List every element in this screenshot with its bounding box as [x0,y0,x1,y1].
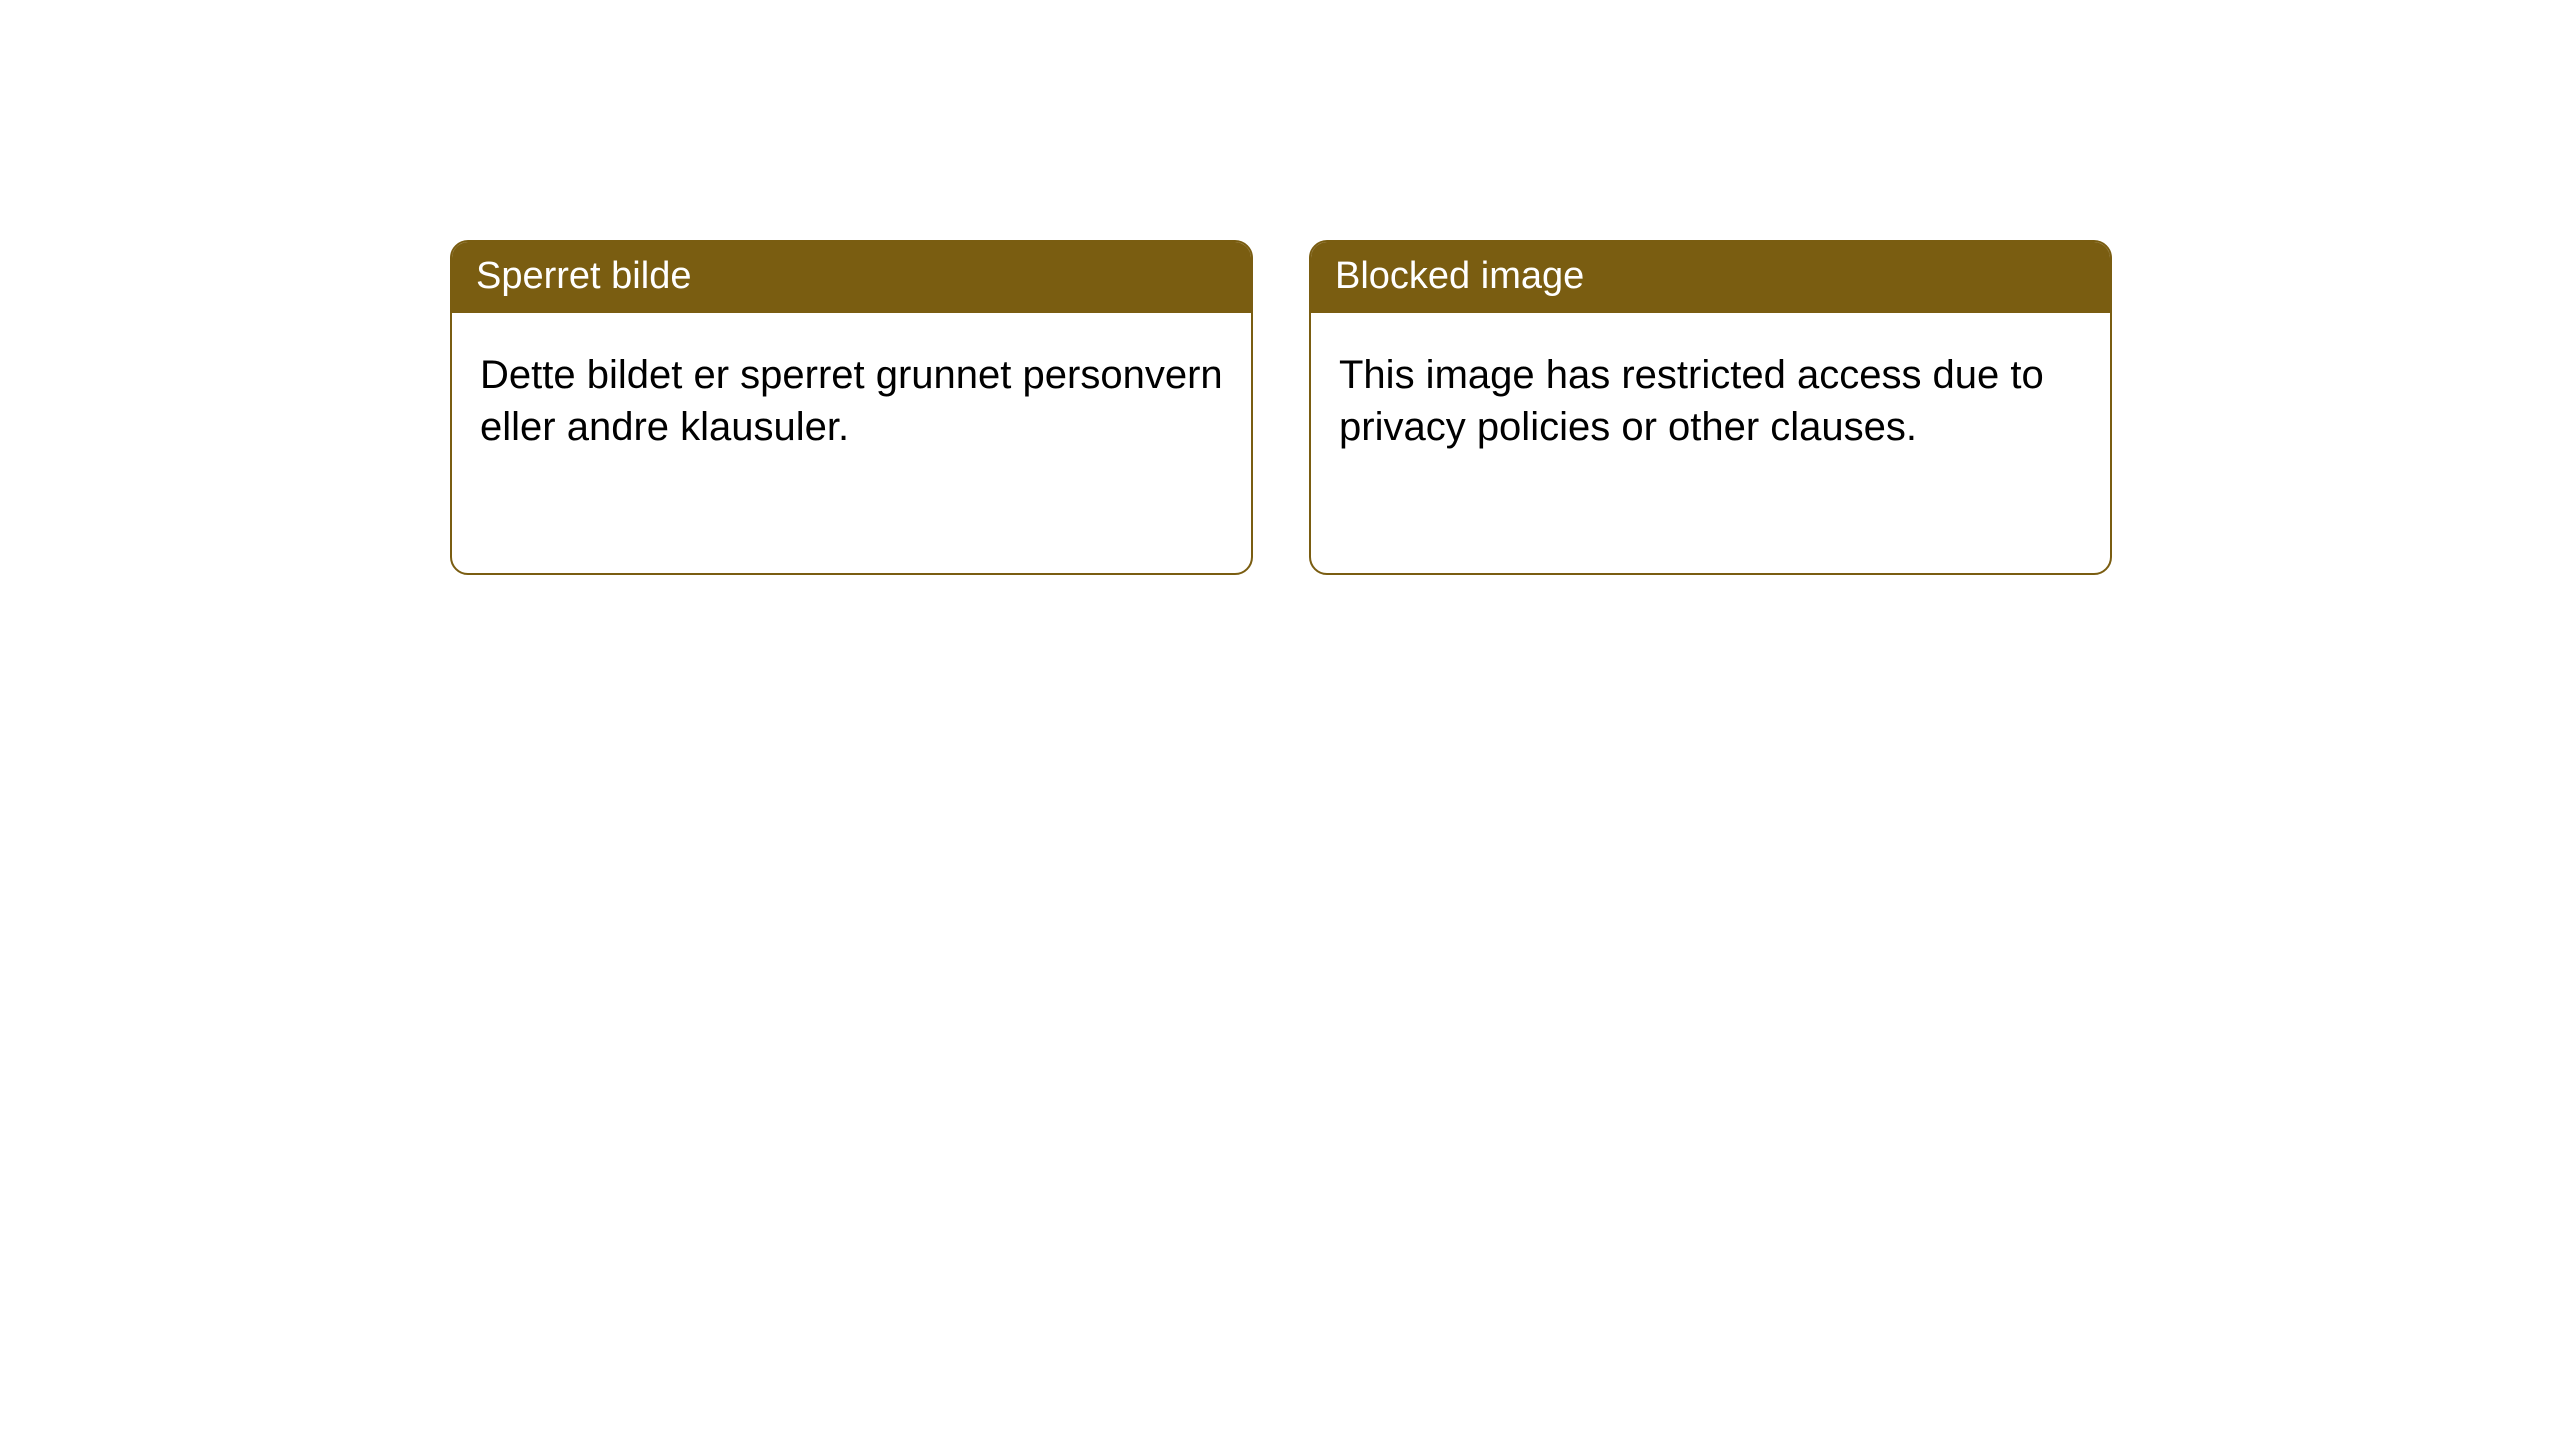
notice-card-norwegian: Sperret bilde Dette bildet er sperret gr… [450,240,1253,575]
card-body-english: This image has restricted access due to … [1311,313,2110,489]
card-header-english: Blocked image [1311,242,2110,313]
notice-card-english: Blocked image This image has restricted … [1309,240,2112,575]
notice-cards-container: Sperret bilde Dette bildet er sperret gr… [0,0,2560,575]
card-body-norwegian: Dette bildet er sperret grunnet personve… [452,313,1251,489]
card-header-norwegian: Sperret bilde [452,242,1251,313]
